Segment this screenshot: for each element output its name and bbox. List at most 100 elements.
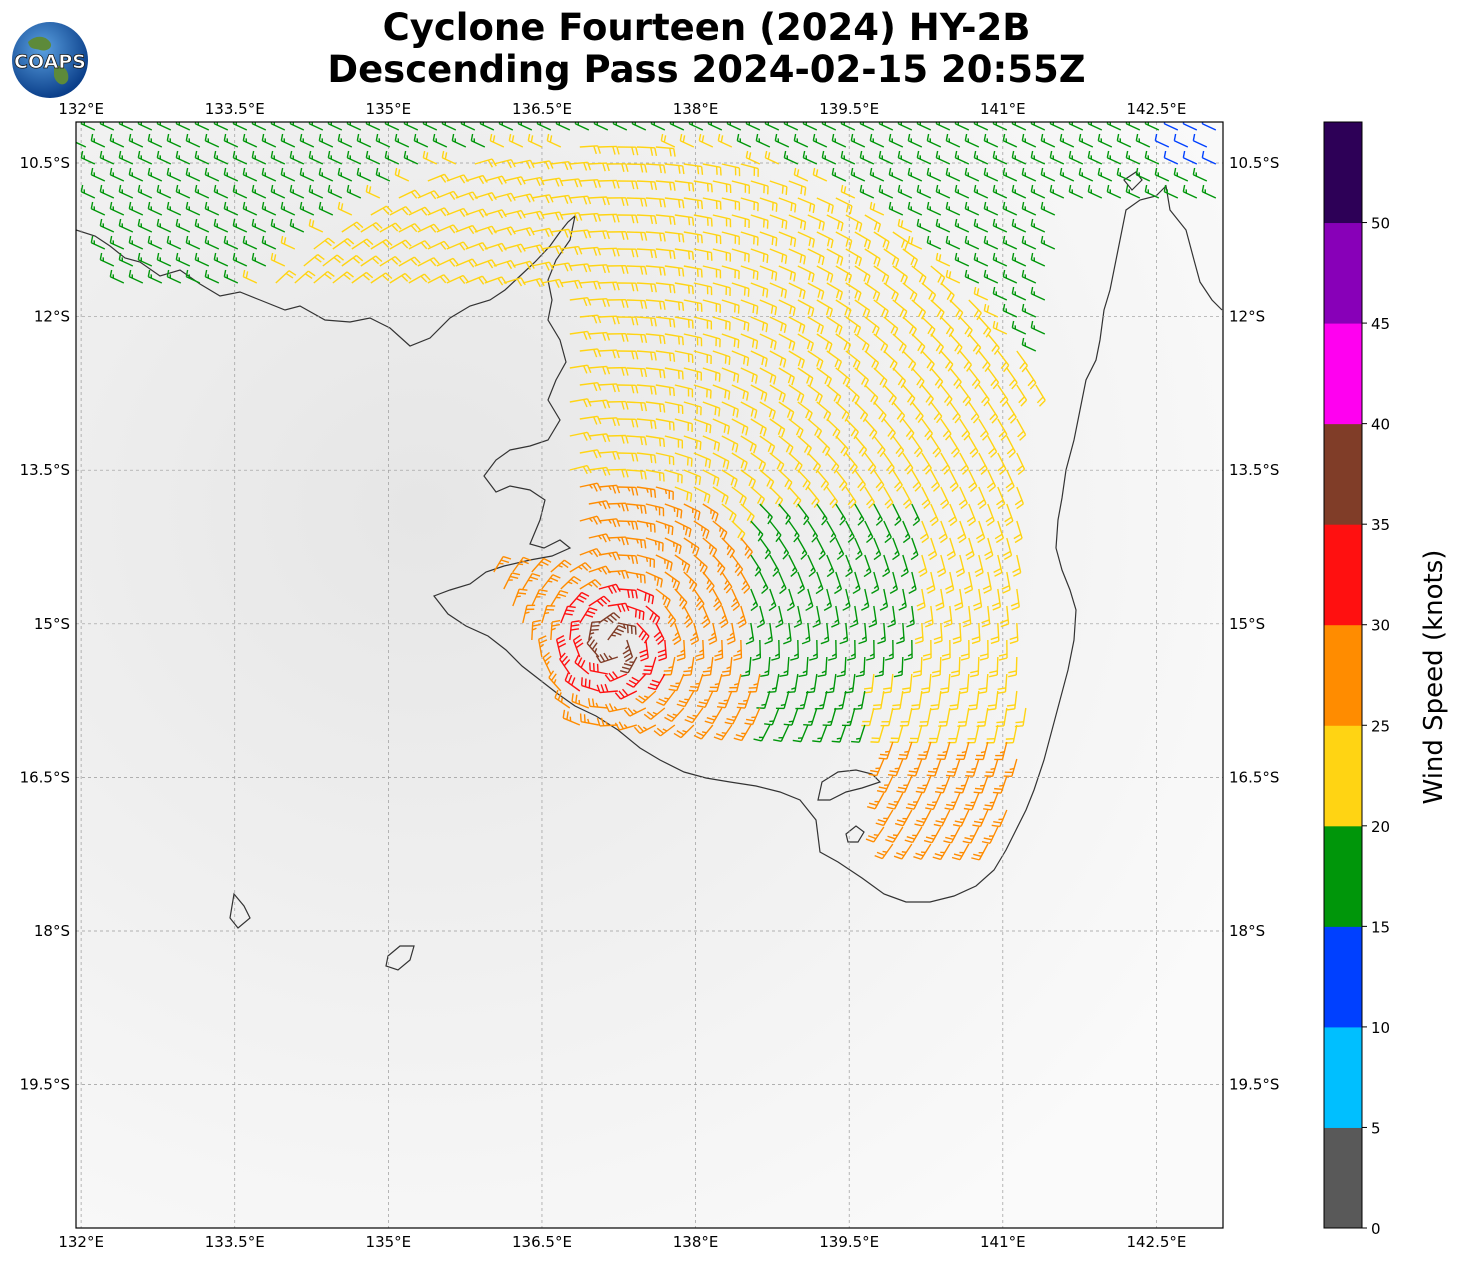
- wind-barb: [1002, 133, 1018, 148]
- wind-barb: [897, 150, 913, 165]
- wind-barb: [550, 262, 573, 272]
- wind-barb: [626, 265, 648, 275]
- wind-barb: [712, 248, 731, 262]
- wind-barb: [417, 257, 440, 267]
- wind-barb: [332, 238, 355, 250]
- wind-barb: [938, 520, 948, 544]
- wind-barb: [959, 452, 970, 475]
- wind-barb: [417, 190, 440, 200]
- wind-barb: [683, 571, 698, 593]
- wind-barb: [598, 145, 620, 155]
- wind-barb: [598, 349, 620, 359]
- wind-barb: [721, 299, 740, 314]
- wind-barb: [1059, 133, 1075, 148]
- wind-barb: [1002, 201, 1018, 216]
- lat-tick-label: 15°S: [34, 615, 70, 633]
- wind-barb: [745, 150, 761, 165]
- wind-barb: [693, 384, 712, 399]
- wind-barb: [959, 384, 972, 407]
- wind-barb: [960, 639, 970, 661]
- wind-barb: [664, 537, 682, 555]
- wind-barb: [408, 273, 431, 284]
- wind-barb: [588, 365, 611, 375]
- wind-barb: [868, 605, 878, 628]
- wind-barb: [997, 673, 1008, 695]
- wind-barb: [807, 248, 825, 266]
- wind-barb: [109, 269, 125, 284]
- wind-barb: [1006, 367, 1018, 390]
- wind-barb: [753, 724, 771, 742]
- wind-barb: [588, 620, 601, 641]
- colorbar-label: Wind Speed (knots): [1419, 550, 1449, 805]
- wind-barb: [484, 242, 507, 253]
- wind-barb: [232, 150, 248, 165]
- wind-barb: [775, 605, 784, 628]
- wind-barb: [626, 605, 645, 621]
- wind-barb: [750, 452, 767, 472]
- wind-barb: [943, 605, 953, 628]
- wind-barb: [636, 418, 657, 430]
- wind-barb: [346, 150, 362, 165]
- wind-barb: [815, 571, 824, 595]
- wind-barb: [147, 269, 163, 284]
- wind-barb: [769, 180, 788, 196]
- wind-barb: [80, 184, 96, 199]
- wind-barb: [664, 469, 683, 484]
- wind-barb: [194, 252, 210, 267]
- wind-barb: [674, 316, 694, 329]
- wind-barb: [327, 150, 343, 165]
- wind-barb: [693, 588, 705, 611]
- wind-barb: [854, 537, 863, 561]
- wind-barb: [408, 206, 431, 216]
- colorbar-tick-label: 10: [1371, 1019, 1390, 1037]
- wind-barb: [721, 197, 741, 211]
- wind-barb: [693, 520, 710, 539]
- wind-barb: [860, 588, 870, 611]
- wind-barb: [826, 248, 844, 266]
- colorbar-frame: [1323, 121, 1363, 1229]
- wind-barb: [493, 226, 516, 236]
- wind-barb: [655, 384, 675, 397]
- wind-barb: [927, 537, 938, 561]
- wind-barb: [662, 656, 676, 676]
- wind-barb: [854, 503, 865, 526]
- wind-barb: [636, 248, 658, 259]
- wind-barb: [850, 167, 866, 182]
- wind-barb: [683, 163, 704, 175]
- wind-barb: [560, 212, 583, 222]
- wind-barb: [1011, 218, 1027, 233]
- wind-barb: [778, 197, 797, 213]
- wind-barb: [873, 265, 890, 285]
- wind-barb: [914, 622, 924, 645]
- wind-barb: [965, 758, 980, 777]
- wind-barb: [797, 469, 811, 491]
- wind-barb: [1011, 320, 1027, 335]
- wind-barb: [617, 452, 639, 462]
- wind-barb: [864, 214, 882, 233]
- wind-barb: [906, 605, 915, 628]
- wind-barb: [588, 162, 610, 172]
- wind-barb: [783, 622, 792, 645]
- wind-barb: [156, 150, 172, 165]
- wind-barb: [270, 150, 286, 165]
- wind-barb: [712, 452, 730, 470]
- wind-barb: [845, 520, 855, 543]
- wind-barb: [888, 201, 904, 216]
- wind-barb: [992, 286, 1008, 301]
- wind-barb: [683, 231, 703, 244]
- wind-barb: [413, 133, 429, 148]
- colorbar-tick-label: 40: [1371, 416, 1390, 434]
- wind-barb: [816, 435, 831, 457]
- wind-barb: [778, 401, 795, 421]
- wind-barb: [702, 469, 720, 487]
- wind-barb: [802, 150, 818, 165]
- wind-barb: [812, 605, 821, 628]
- wind-barb: [994, 741, 1008, 761]
- wind-barb: [877, 622, 886, 645]
- wind-barb: [907, 167, 923, 182]
- wind-barb: [902, 520, 911, 544]
- wind-barb: [987, 435, 998, 458]
- wind-barb: [617, 622, 637, 635]
- wind-barb: [978, 418, 989, 441]
- wind-barb: [588, 331, 611, 341]
